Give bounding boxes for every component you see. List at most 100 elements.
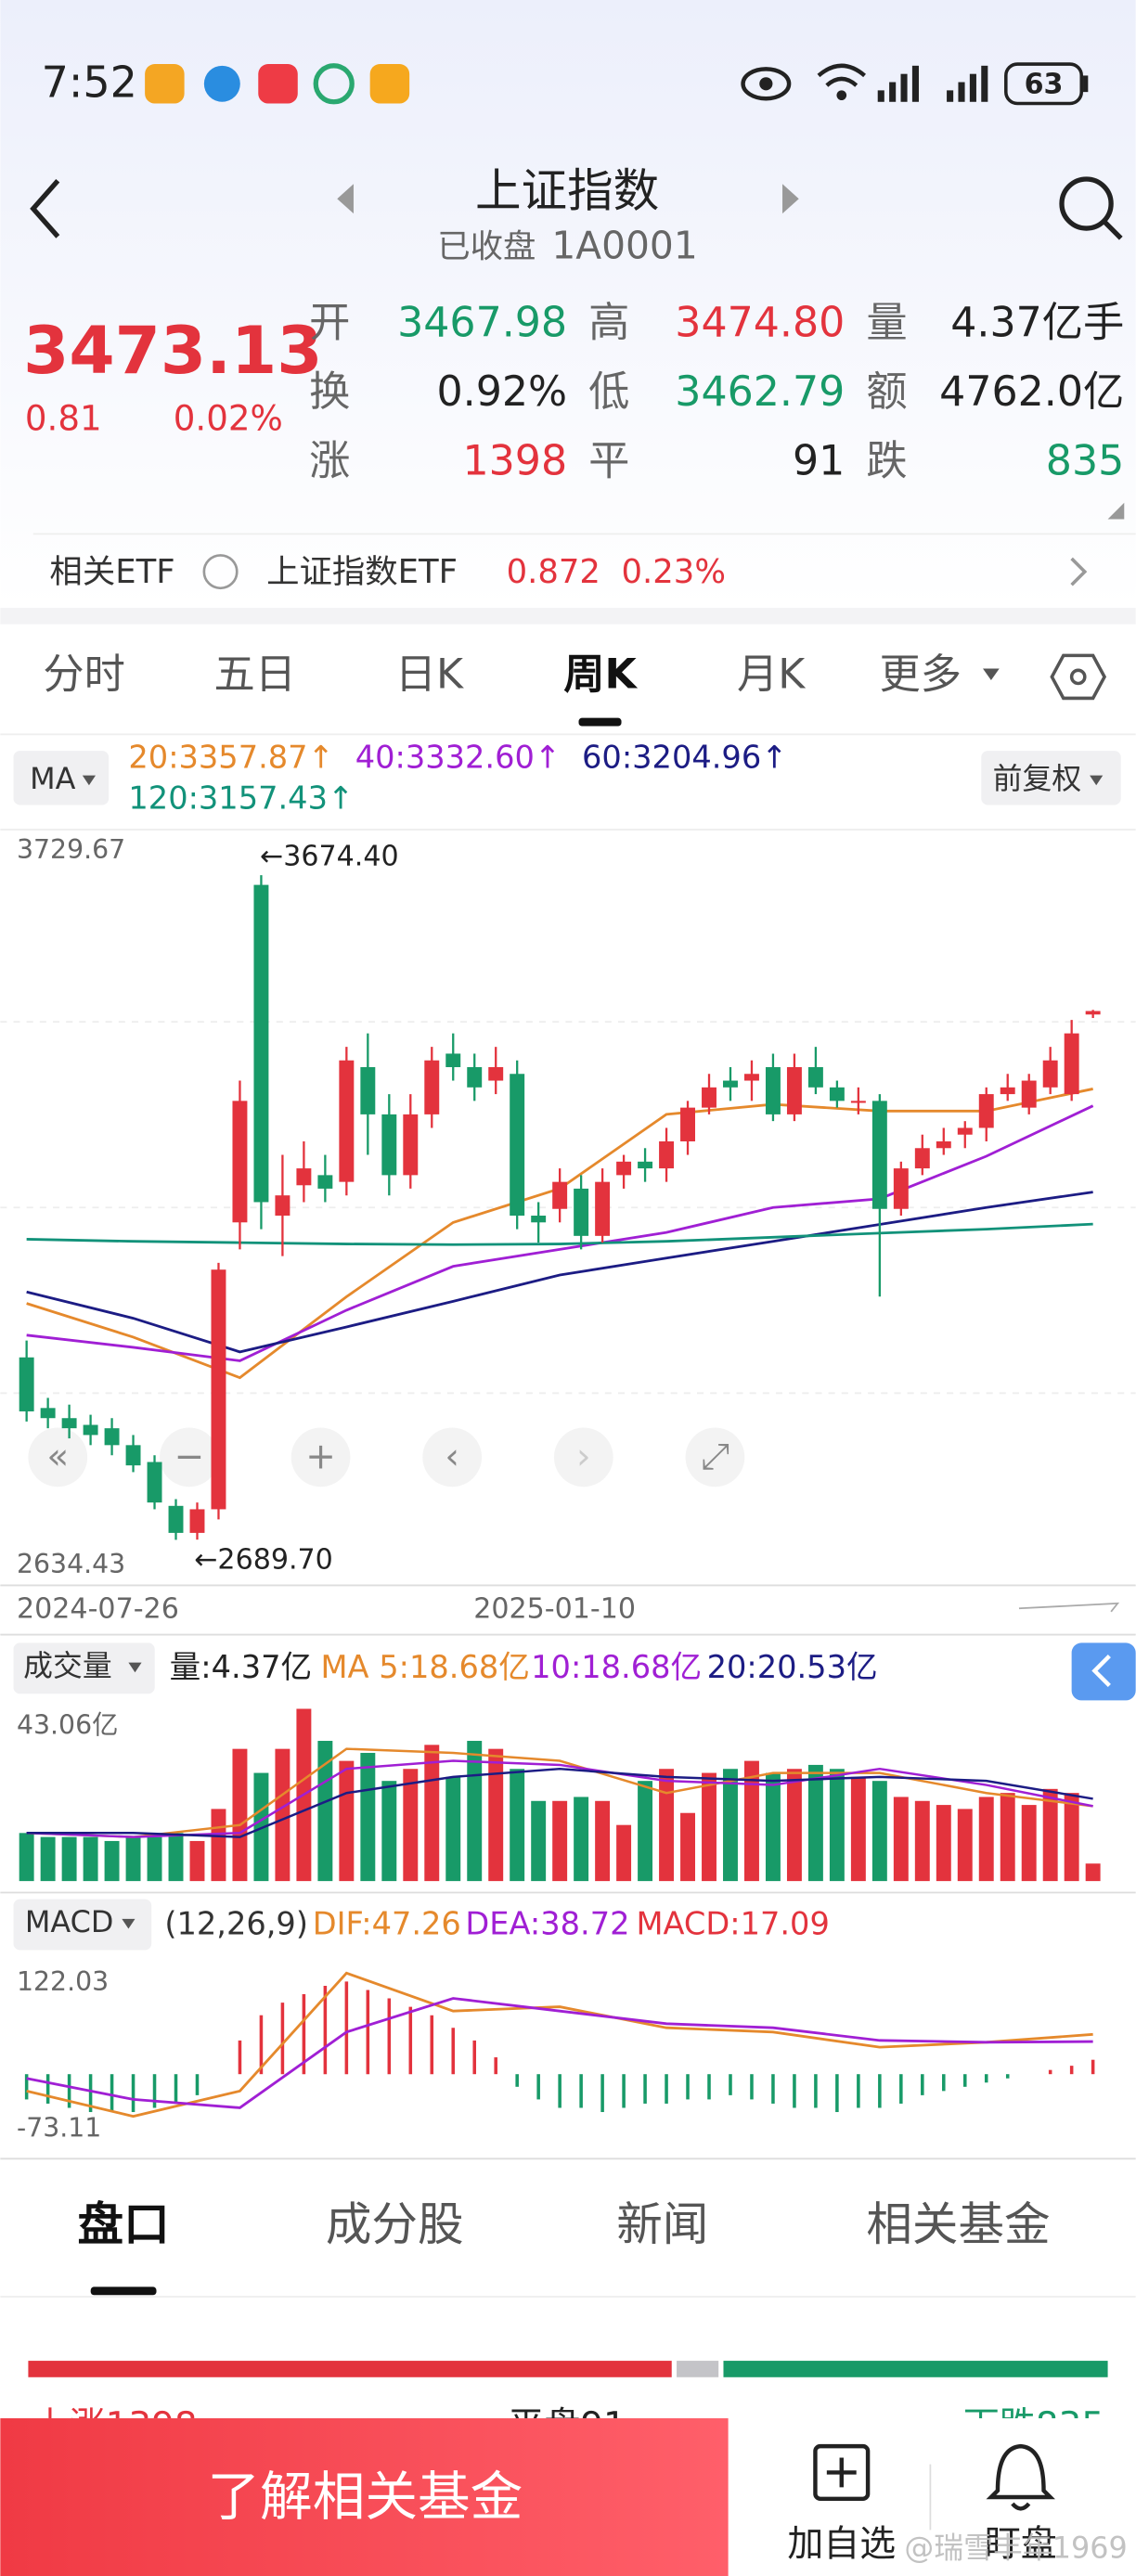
volume-bar <box>850 1776 866 1882</box>
add-watchlist[interactable]: 加自选 <box>787 2524 896 2566</box>
field-label: 开 <box>309 300 350 347</box>
breadth-segment <box>723 2361 1108 2377</box>
candle-body <box>147 1462 162 1503</box>
status-icons <box>145 62 1089 106</box>
candle-body <box>445 1053 461 1067</box>
control-button[interactable] <box>422 1427 483 1488</box>
settings-icon[interactable] <box>1050 653 1107 701</box>
etf-label: 相关ETF <box>49 553 174 591</box>
macd-legend: MACD:17.09 <box>636 1905 829 1941</box>
field-label: 平 <box>588 437 629 484</box>
caret <box>128 1662 142 1673</box>
period-tab[interactable]: 五日 <box>213 650 296 698</box>
field-label: 换 <box>309 368 350 416</box>
volume-bar <box>1042 1788 1058 1882</box>
volume-bar <box>914 1800 930 1882</box>
candle-body <box>893 1168 909 1209</box>
macd-button[interactable] <box>13 1899 152 1951</box>
breadth-segment <box>28 2361 672 2377</box>
period-tab[interactable]: 日K <box>395 650 464 698</box>
candle-body <box>168 1505 184 1533</box>
candle-body <box>871 1101 887 1209</box>
volume-bar <box>168 1833 184 1882</box>
period-tab[interactable]: 更多 <box>879 650 962 698</box>
top-background <box>0 0 1136 609</box>
candle-body <box>978 1094 994 1128</box>
volume-tick-label: 43.06亿 <box>17 1710 118 1741</box>
volume-bar <box>744 1760 759 1882</box>
candle-body <box>61 1418 77 1429</box>
watch[interactable]: 盯盘 <box>985 2524 1057 2566</box>
header-icons <box>30 176 1125 590</box>
control-button[interactable] <box>28 1427 88 1488</box>
volume-bar <box>638 1781 653 1882</box>
indicator-name: MA <box>30 761 75 796</box>
detail-tab[interactable]: 相关基金 <box>866 2197 1050 2251</box>
market-status: 已收盘 <box>437 227 536 265</box>
macd-line <box>26 1997 1093 2109</box>
ma-legend: 120:3157.43↑ <box>128 780 354 817</box>
period-tab[interactable]: 周K <box>563 650 638 698</box>
candle-body <box>317 1175 333 1189</box>
volume-bar <box>659 1769 675 1882</box>
add-icon <box>813 2443 871 2502</box>
control-button[interactable] <box>290 1427 351 1488</box>
candle-body <box>936 1141 951 1149</box>
volume-bar <box>1021 1805 1037 1882</box>
volume-bar <box>574 1797 589 1882</box>
volume-bar <box>381 1781 397 1882</box>
volume-button[interactable] <box>13 1642 155 1694</box>
control-button[interactable] <box>553 1427 613 1488</box>
detail-tab[interactable]: 新闻 <box>616 2197 708 2251</box>
field-label: 额 <box>866 368 907 416</box>
candle-body <box>552 1181 568 1209</box>
control-icon: ⤢ <box>701 1436 729 1478</box>
candle-body <box>1000 1087 1015 1095</box>
side-tab-arrow <box>1091 1655 1111 1688</box>
candle-body <box>296 1168 312 1186</box>
volume-bar <box>232 1748 248 1882</box>
control-icon: + <box>305 1436 336 1478</box>
band <box>0 608 1136 625</box>
period-tab[interactable]: 分时 <box>43 650 125 698</box>
y-max-label: 3729.67 <box>17 834 125 865</box>
candle-body <box>1085 1011 1101 1015</box>
detail-tab[interactable]: 成分股 <box>326 2197 464 2251</box>
settings-icon-dot <box>1069 668 1087 686</box>
field-value: 91 <box>793 437 845 484</box>
candle-body <box>595 1181 611 1236</box>
primary-button[interactable] <box>0 2418 729 2576</box>
field-label: 跌 <box>866 437 907 484</box>
period-tab[interactable]: 月K <box>737 650 806 698</box>
volume-bar <box>125 1836 141 1882</box>
volume-bar <box>317 1741 333 1882</box>
volume-bar <box>19 1833 34 1882</box>
etf-name: 上证指数ETF <box>266 553 458 591</box>
ma-line <box>26 1104 1094 1362</box>
adjust-button[interactable] <box>981 751 1121 805</box>
volume-bar <box>488 1748 504 1882</box>
field-value: 835 <box>1046 437 1124 484</box>
volume-bar <box>936 1805 951 1882</box>
volume-bar <box>1000 1793 1015 1882</box>
volume-bar <box>211 1809 226 1882</box>
volume-bar <box>595 1800 611 1882</box>
volume-bar <box>680 1812 695 1882</box>
macd-min-label: -73.11 <box>17 2112 101 2143</box>
field-value: 4762.0亿 <box>939 368 1124 416</box>
candle-body <box>1021 1080 1037 1108</box>
side-tab[interactable] <box>1071 1642 1136 1701</box>
detail-tab[interactable]: 盘口 <box>78 2197 170 2251</box>
ma-button[interactable] <box>13 751 110 805</box>
breadth-segment <box>677 2361 719 2377</box>
ma-legend: 20:3357.87↑ <box>128 739 333 775</box>
candle-body <box>275 1195 290 1217</box>
tab-underline <box>90 2286 157 2296</box>
volume-bar <box>552 1800 568 1882</box>
control-button[interactable] <box>160 1427 219 1488</box>
control-button[interactable] <box>685 1427 745 1488</box>
ma-legend: 40:3332.60↑ <box>355 739 561 775</box>
volume-bar <box>104 1840 120 1882</box>
control-icon: − <box>174 1436 205 1478</box>
